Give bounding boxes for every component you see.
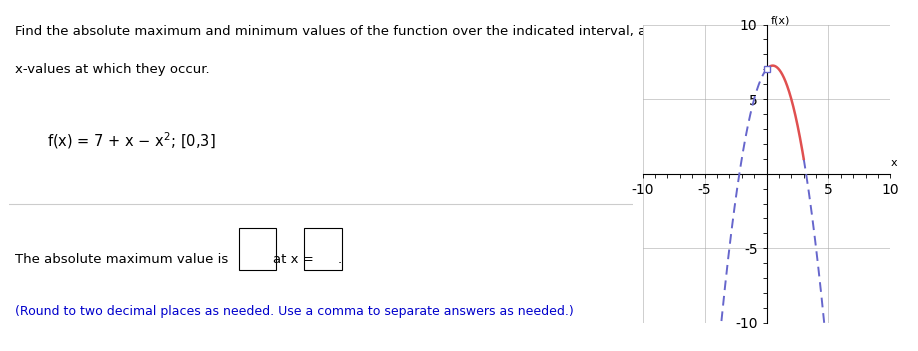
Text: at x =: at x = <box>274 253 314 266</box>
Text: f(x) = 7 + x $-$ x$^2$; [0,3]: f(x) = 7 + x $-$ x$^2$; [0,3] <box>47 130 216 151</box>
Text: x-values at which they occur.: x-values at which they occur. <box>16 63 210 76</box>
Text: (Round to two decimal places as needed. Use a comma to separate answers as neede: (Round to two decimal places as needed. … <box>16 305 574 318</box>
Text: .: . <box>338 253 341 266</box>
Text: f(x): f(x) <box>770 15 789 25</box>
FancyBboxPatch shape <box>305 228 341 270</box>
FancyBboxPatch shape <box>239 228 276 270</box>
Text: Find the absolute maximum and minimum values of the function over the indicated : Find the absolute maximum and minimum va… <box>16 25 747 38</box>
Text: x: x <box>890 158 898 168</box>
Text: The absolute maximum value is: The absolute maximum value is <box>16 253 229 266</box>
